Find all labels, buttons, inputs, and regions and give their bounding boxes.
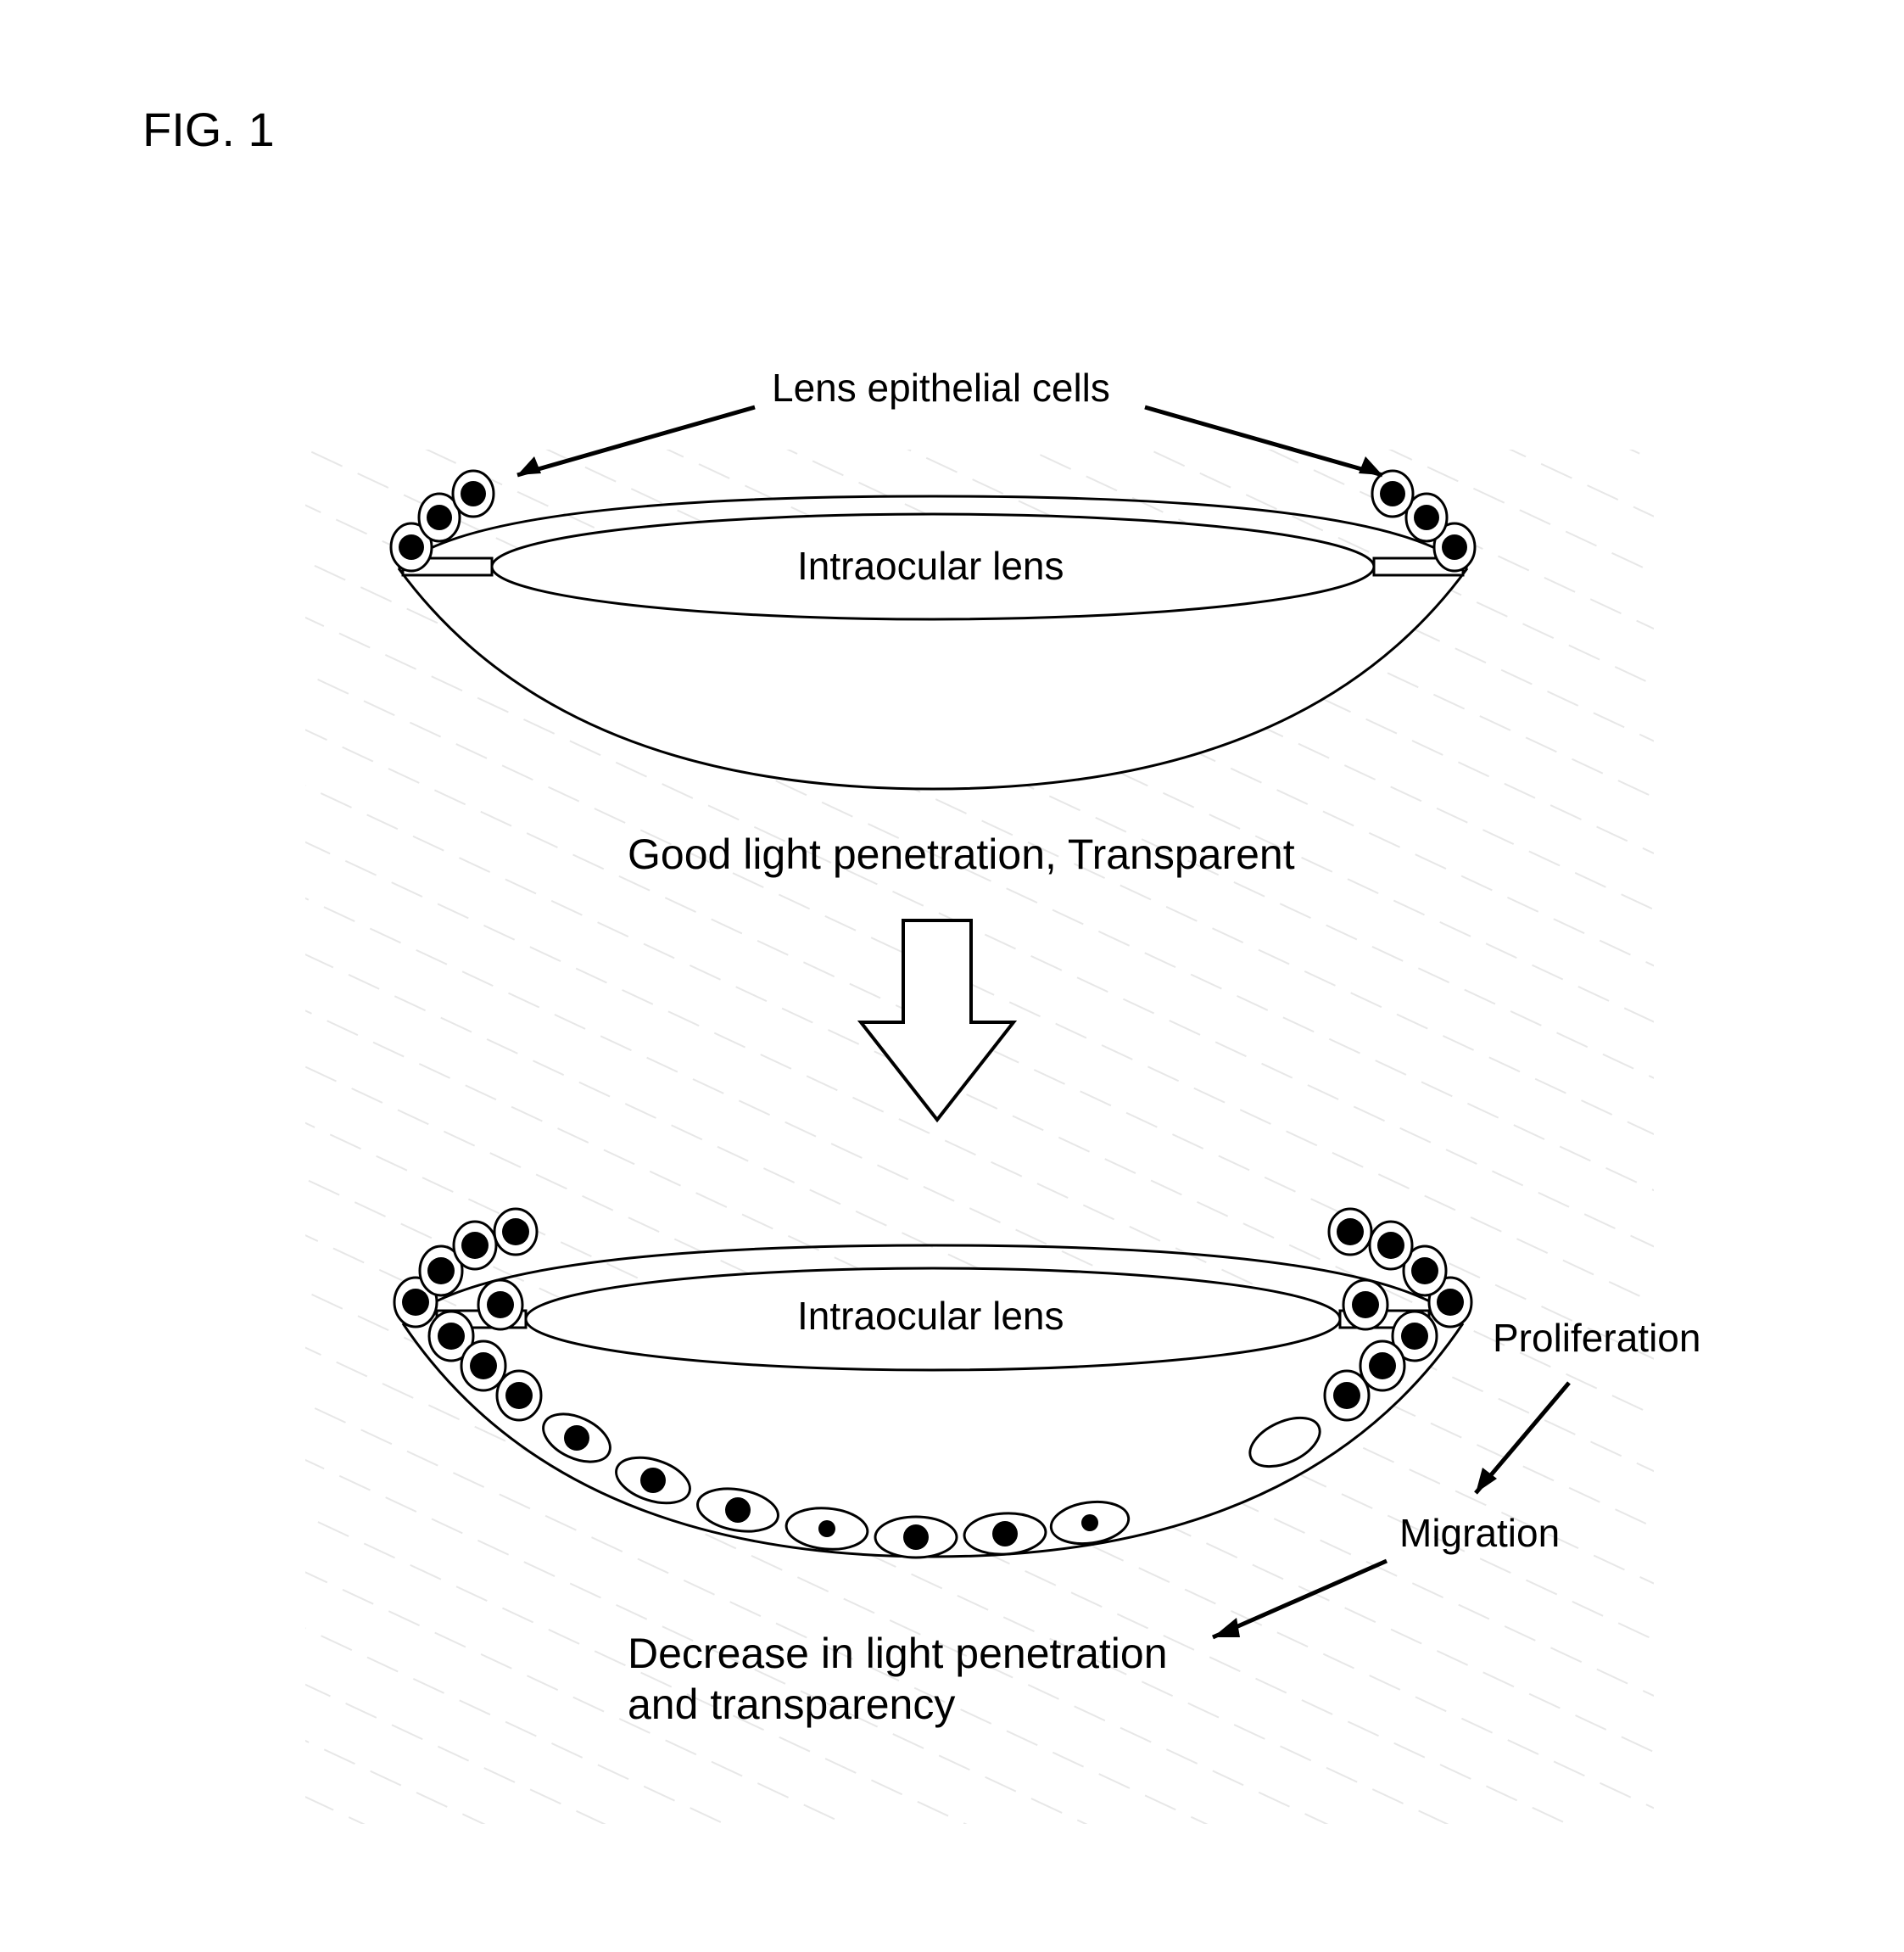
large-down-arrow xyxy=(852,912,1022,1133)
arrow-to-left-cells xyxy=(492,390,831,517)
cells-left-top xyxy=(391,471,494,571)
caption-bottom-line2: and transparency xyxy=(628,1680,955,1729)
label-iol-top: Intraocular lens xyxy=(797,543,1064,589)
caption-top: Good light penetration, Transparent xyxy=(628,830,1295,879)
arrow-prolif-migration xyxy=(1442,1370,1611,1523)
caption-bottom-line1: Decrease in light penetration xyxy=(628,1629,1168,1678)
diagram-container: Lens epithelial cells Intraocular lens G… xyxy=(305,365,1654,1824)
label-proliferation: Proliferation xyxy=(1493,1315,1700,1361)
arrow-to-right-cells xyxy=(1120,390,1459,517)
arrow-migration-caption xyxy=(1187,1548,1425,1684)
label-iol-bottom: Intraocular lens xyxy=(797,1293,1064,1339)
bottom-panel-svg xyxy=(305,1154,1577,1595)
figure-label: FIG. 1 xyxy=(142,102,275,157)
